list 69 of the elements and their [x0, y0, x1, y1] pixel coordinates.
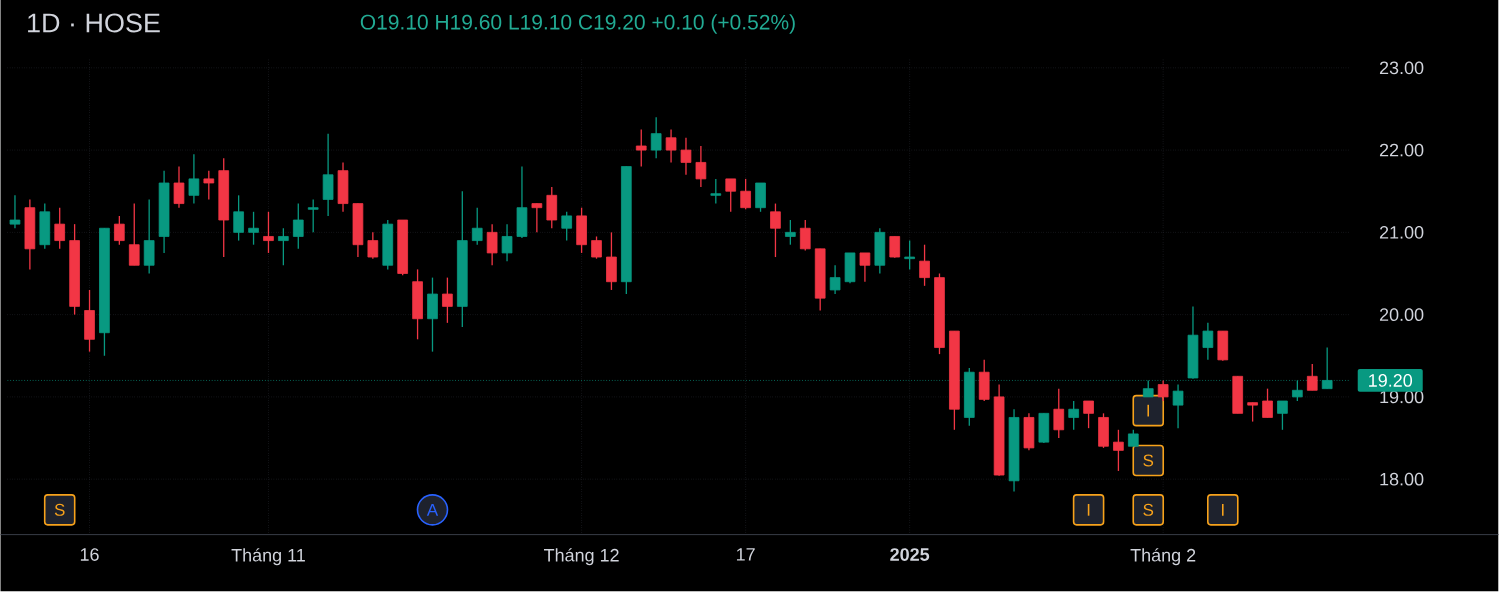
candlestick — [203, 170, 215, 201]
x-tick-label: 16 — [80, 548, 99, 562]
candlestick — [307, 199, 319, 234]
candlestick — [710, 178, 722, 205]
candlestick — [725, 178, 737, 213]
candlestick — [1068, 400, 1079, 431]
candlestick — [367, 231, 379, 260]
annotation: I — [1147, 405, 1150, 417]
y-tick-label: 21.00 — [1379, 226, 1424, 239]
candlestick — [1277, 400, 1288, 431]
candlestick — [9, 194, 21, 230]
candlestick — [1306, 363, 1318, 392]
candlestick — [128, 203, 140, 267]
candlestick — [486, 223, 498, 267]
x-tick-label: Tháng 12 — [544, 548, 619, 566]
candlestick — [1157, 379, 1169, 402]
candlestick — [1053, 388, 1065, 439]
candlestick — [188, 153, 200, 205]
x-tick-label: 17 — [736, 548, 755, 561]
candlestick — [680, 137, 692, 176]
y-tick-label: 20.00 — [1379, 308, 1424, 322]
annotation: I — [1087, 504, 1090, 516]
candlestick — [919, 244, 930, 287]
candlestick — [904, 240, 915, 271]
annotation: S — [54, 504, 65, 517]
candlestick — [263, 211, 274, 254]
candlestick — [442, 277, 453, 324]
candlestick — [278, 227, 289, 267]
y-tick-label: 18.00 — [1380, 472, 1424, 486]
candlestick — [650, 116, 662, 160]
candlestick — [292, 203, 304, 250]
candlestick — [531, 203, 543, 234]
annotation: I — [1222, 504, 1224, 516]
candlestick — [635, 129, 647, 168]
annotation: A — [426, 504, 439, 516]
candlestick — [173, 166, 185, 209]
candlestick — [114, 215, 125, 246]
candlestick — [501, 223, 513, 262]
chart-subtitle: O19.10 H19.60 L19.10 C19.20 +0.10 (+0.52%) — [360, 14, 795, 34]
ref-line-label: 19.20 — [1369, 374, 1413, 388]
candlestick — [1083, 400, 1094, 430]
candlestick — [233, 194, 244, 242]
candlestick — [770, 203, 781, 258]
candlestick — [695, 145, 707, 188]
y-tick-label: 19.00 — [1380, 390, 1424, 404]
candlestick — [799, 219, 811, 252]
candlestick — [248, 211, 259, 246]
annotation: S — [1143, 504, 1154, 517]
candlestick — [1247, 402, 1258, 423]
candlestick — [665, 129, 677, 164]
candlestick — [471, 207, 483, 246]
chart-title: 1D · HOSE — [28, 13, 160, 33]
candlestick — [829, 264, 841, 295]
candlestick — [1262, 388, 1273, 419]
y-tick-label: 23.00 — [1379, 61, 1424, 75]
candlestick — [1202, 322, 1214, 361]
candlestick — [785, 219, 796, 246]
candlestick — [740, 178, 751, 211]
candlestick — [54, 207, 66, 250]
y-tick-label: 22.00 — [1379, 143, 1424, 157]
x-tick-label: 2025 — [890, 548, 930, 562]
candlestick — [1172, 384, 1184, 430]
annotation: S — [1143, 454, 1154, 467]
candlestick — [591, 236, 602, 260]
candlestick — [859, 252, 871, 283]
candlestick — [1113, 429, 1124, 472]
x-tick-label: Tháng 2 — [1130, 548, 1196, 566]
x-tick-label: Tháng 11 — [231, 548, 305, 566]
candlestick — [561, 211, 573, 242]
